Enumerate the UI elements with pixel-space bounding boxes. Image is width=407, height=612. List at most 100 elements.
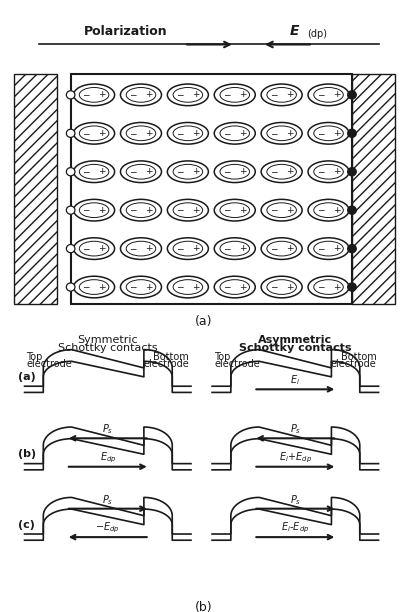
Ellipse shape bbox=[314, 280, 343, 294]
Ellipse shape bbox=[173, 165, 203, 179]
Text: +: + bbox=[145, 283, 153, 291]
Ellipse shape bbox=[220, 203, 249, 217]
Text: (a): (a) bbox=[18, 372, 36, 382]
Text: (dp): (dp) bbox=[307, 29, 327, 39]
Ellipse shape bbox=[79, 203, 109, 217]
Ellipse shape bbox=[220, 241, 249, 256]
Ellipse shape bbox=[74, 161, 115, 182]
Ellipse shape bbox=[214, 200, 255, 221]
Text: +: + bbox=[239, 244, 247, 253]
Circle shape bbox=[66, 206, 75, 214]
Circle shape bbox=[348, 206, 356, 214]
Bar bbox=[14, 74, 57, 304]
Text: +: + bbox=[286, 91, 293, 99]
Ellipse shape bbox=[173, 241, 203, 256]
Text: +: + bbox=[333, 244, 341, 253]
Ellipse shape bbox=[167, 238, 208, 259]
Ellipse shape bbox=[74, 200, 115, 221]
Ellipse shape bbox=[120, 122, 162, 144]
Ellipse shape bbox=[126, 126, 156, 141]
Text: −: − bbox=[270, 167, 277, 176]
Text: +: + bbox=[239, 283, 247, 291]
Ellipse shape bbox=[261, 276, 302, 298]
Circle shape bbox=[66, 168, 75, 176]
Text: −: − bbox=[270, 283, 277, 291]
Text: $E_i$-$E_{dp}$: $E_i$-$E_{dp}$ bbox=[281, 521, 309, 535]
Circle shape bbox=[66, 245, 75, 253]
Ellipse shape bbox=[261, 122, 302, 144]
Text: E: E bbox=[289, 24, 299, 39]
Ellipse shape bbox=[167, 200, 208, 221]
Ellipse shape bbox=[220, 280, 249, 294]
Text: −: − bbox=[129, 206, 136, 215]
Text: +: + bbox=[286, 206, 293, 215]
Text: −: − bbox=[176, 91, 184, 99]
Text: electrode: electrode bbox=[143, 359, 189, 370]
Text: −: − bbox=[317, 91, 324, 99]
Text: −: − bbox=[82, 129, 90, 138]
Ellipse shape bbox=[74, 276, 115, 298]
Ellipse shape bbox=[79, 241, 109, 256]
Text: +: + bbox=[239, 206, 247, 215]
Text: $E_{dp}$: $E_{dp}$ bbox=[100, 450, 116, 465]
Text: −: − bbox=[129, 129, 136, 138]
Bar bbox=[352, 74, 395, 304]
Text: +: + bbox=[239, 91, 247, 99]
Text: +: + bbox=[193, 283, 200, 291]
Text: +: + bbox=[193, 129, 200, 138]
Ellipse shape bbox=[79, 280, 109, 294]
Text: +: + bbox=[333, 129, 341, 138]
Ellipse shape bbox=[167, 276, 208, 298]
Ellipse shape bbox=[267, 165, 296, 179]
Ellipse shape bbox=[220, 165, 249, 179]
Text: −: − bbox=[176, 283, 184, 291]
Ellipse shape bbox=[314, 88, 343, 102]
Text: $E_i$: $E_i$ bbox=[290, 373, 300, 387]
Text: −: − bbox=[223, 244, 230, 253]
Ellipse shape bbox=[173, 126, 203, 141]
Ellipse shape bbox=[126, 203, 156, 217]
Text: +: + bbox=[193, 91, 200, 99]
Text: −: − bbox=[317, 244, 324, 253]
Ellipse shape bbox=[120, 84, 162, 106]
Text: Polarization: Polarization bbox=[83, 25, 167, 38]
Ellipse shape bbox=[79, 88, 109, 102]
Text: $E_i$+$E_{dp}$: $E_i$+$E_{dp}$ bbox=[279, 450, 312, 465]
Text: +: + bbox=[286, 167, 293, 176]
Text: +: + bbox=[98, 91, 106, 99]
Text: $-E_{dp}$: $-E_{dp}$ bbox=[96, 521, 120, 535]
Text: +: + bbox=[145, 244, 153, 253]
Circle shape bbox=[348, 168, 356, 176]
Text: −: − bbox=[270, 91, 277, 99]
Text: +: + bbox=[145, 91, 153, 99]
Text: +: + bbox=[145, 129, 153, 138]
Text: −: − bbox=[176, 129, 184, 138]
Ellipse shape bbox=[120, 161, 162, 182]
Circle shape bbox=[348, 129, 356, 138]
Ellipse shape bbox=[314, 126, 343, 141]
Text: (a): (a) bbox=[195, 315, 212, 328]
Text: −: − bbox=[176, 244, 184, 253]
Ellipse shape bbox=[308, 161, 349, 182]
Text: −: − bbox=[129, 167, 136, 176]
Text: −: − bbox=[317, 167, 324, 176]
Text: electrode: electrode bbox=[331, 359, 376, 370]
Text: −: − bbox=[270, 244, 277, 253]
Text: −: − bbox=[176, 167, 184, 176]
Ellipse shape bbox=[214, 238, 255, 259]
Ellipse shape bbox=[173, 88, 203, 102]
Text: −: − bbox=[317, 206, 324, 215]
Ellipse shape bbox=[167, 84, 208, 106]
Ellipse shape bbox=[79, 126, 109, 141]
Ellipse shape bbox=[308, 122, 349, 144]
Text: +: + bbox=[98, 129, 106, 138]
Ellipse shape bbox=[214, 84, 255, 106]
Circle shape bbox=[348, 245, 356, 253]
Text: Schottky contacts: Schottky contacts bbox=[239, 343, 352, 353]
Text: −: − bbox=[270, 206, 277, 215]
Ellipse shape bbox=[267, 88, 296, 102]
Text: electrode: electrode bbox=[214, 359, 260, 370]
Text: $P_s$: $P_s$ bbox=[290, 422, 301, 436]
Text: $P_s$: $P_s$ bbox=[290, 493, 301, 507]
Text: Schottky contacts: Schottky contacts bbox=[58, 343, 158, 353]
